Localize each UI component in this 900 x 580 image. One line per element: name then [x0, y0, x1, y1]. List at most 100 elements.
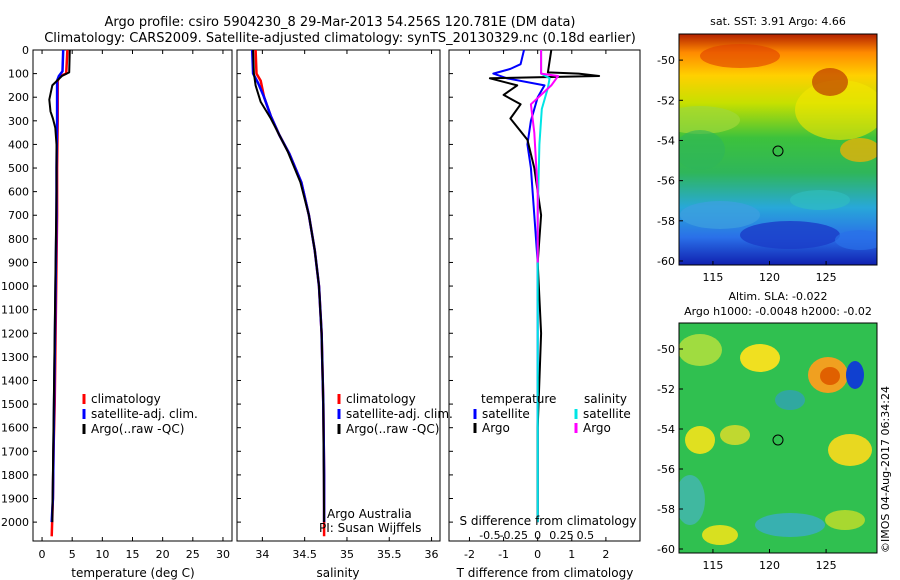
- series-argo-temperature: [488, 49, 601, 523]
- depth-tick-label: 1600: [1, 422, 29, 435]
- x-tick-label: 36: [425, 548, 439, 561]
- series-climatology: [254, 49, 326, 537]
- depth-tick-label: 600: [8, 186, 29, 199]
- x-tick-label: 0: [39, 548, 46, 561]
- sla-map-ticks: 115 120 125 -50 -52 -54 -56 -58 -60: [657, 343, 837, 572]
- sla-map-image: [679, 323, 877, 553]
- legend-label: climatology: [91, 392, 161, 406]
- x-tick-label: 20: [156, 548, 170, 561]
- depth-tick-label: 0: [22, 44, 29, 57]
- depth-tick-label: 1500: [1, 398, 29, 411]
- lat-tick-label: -50: [657, 54, 675, 67]
- difference-plot-frame: [448, 49, 641, 542]
- temperature-plot-frame: [32, 49, 233, 542]
- x-tick-label: 0: [534, 548, 541, 561]
- salinity-difference-tick-label: -0.25: [500, 529, 528, 542]
- salinity-difference-tick-label: -0.5: [479, 529, 500, 542]
- lat-tick-label: -54: [657, 423, 675, 436]
- lat-tick-label: -56: [657, 463, 675, 476]
- sst-map-ticks: 115 120 125 -50 -52 -54 -56 -58 -60: [657, 54, 837, 284]
- lon-tick-label: 115: [702, 271, 723, 284]
- difference-legend: temperature salinitysatelliteArgosatellit…: [473, 392, 631, 435]
- depth-tick-label: 1900: [1, 493, 29, 506]
- x-tick-label: -2: [464, 548, 475, 561]
- salinity-difference-tick-label: 0.5: [577, 529, 595, 542]
- depth-tick-label: 1700: [1, 445, 29, 458]
- salinity-annotation-line1: Argo Australia: [327, 507, 412, 521]
- depth-tick-label: 1400: [1, 374, 29, 387]
- series-satellite-salinity: [536, 50, 551, 523]
- lat-tick-label: -58: [657, 503, 675, 516]
- legend-label: Argo: [482, 421, 510, 435]
- sla-map-title-line2: Argo h1000: -0.0048 h2000: -0.02: [684, 305, 872, 318]
- depth-tick-label: 800: [8, 233, 29, 246]
- lat-tick-label: -56: [657, 175, 675, 188]
- series-satellite-adj-clim: [250, 49, 326, 523]
- figure-title-line1: Argo profile: csiro 5904230_8 29-Mar-201…: [105, 15, 576, 30]
- sla-map-panel: Altim. SLA: -0.022 Argo h1000: -0.0048 h…: [657, 290, 878, 572]
- salinity-series: [250, 49, 326, 537]
- lat-tick-label: -52: [657, 94, 675, 107]
- lat-tick-label: -54: [657, 134, 675, 147]
- sst-map-frame: [678, 33, 878, 266]
- salinity-plot-frame: [236, 49, 441, 542]
- lat-tick-label: -50: [657, 343, 675, 356]
- legend-label: satellite-adj. clim.: [346, 407, 453, 421]
- depth-tick-label: 1300: [1, 351, 29, 364]
- sst-map-title: sat. SST: 3.91 Argo: 4.66: [710, 15, 846, 28]
- difference-x-ticks: -2 -1 0 1 2: [464, 50, 609, 561]
- depth-tick-label: 2000: [1, 516, 29, 529]
- depth-tick-label: 100: [8, 68, 29, 81]
- depth-tick-label: 300: [8, 115, 29, 128]
- series-argo-raw-qc: [48, 49, 71, 523]
- lon-tick-label: 125: [816, 559, 837, 572]
- temperature-axis-label: temperature (deg C): [71, 566, 194, 580]
- sst-map-image: [679, 34, 877, 265]
- depth-tick-label: 500: [8, 162, 29, 175]
- legend-label: satellite: [583, 407, 631, 421]
- salinity-difference-ticks: -0.5-0.25 0 0.25 0.5: [479, 529, 594, 542]
- temperature-panel: 0100200300400500600700800900100011001200…: [1, 44, 453, 580]
- lat-tick-label: -60: [657, 543, 675, 556]
- sla-map-float-marker: [772, 434, 784, 446]
- temperature-difference-label: T difference from climatology: [456, 566, 634, 580]
- series-argo-salinity: [529, 50, 560, 263]
- x-tick-label: 35.5: [377, 548, 402, 561]
- salinity-annotation-line2: PI: Susan Wijffels: [319, 521, 421, 535]
- sst-map-panel: sat. SST: 3.91 Argo: 4.66 115 120 125 -50 -5…: [657, 15, 878, 284]
- lat-tick-label: -52: [657, 383, 675, 396]
- figure-title-line2: Climatology: CARS2009. Satellite-adjuste…: [44, 31, 636, 46]
- depth-tick-label: 1000: [1, 280, 29, 293]
- legend-header-temperature: temperature: [481, 392, 556, 406]
- depth-tick-label: 700: [8, 209, 29, 222]
- x-tick-label: 34.5: [292, 548, 317, 561]
- x-tick-label: 34: [255, 548, 269, 561]
- legend-label: satellite-adj. clim.: [91, 407, 198, 421]
- lon-tick-label: 125: [816, 271, 837, 284]
- salinity-panel: 34 34.5 35 35.5 36 climatologysatellite-adj.…: [236, 49, 453, 580]
- difference-panel: -2 -1 0 1 2 -0.5-0.25 0 0.25 0.5 temperature sal…: [448, 49, 641, 580]
- x-tick-label: 1: [568, 548, 575, 561]
- series-argo-raw-qc: [252, 49, 326, 523]
- salinity-axis-label: salinity: [316, 566, 359, 580]
- legend-label: Argo: [583, 421, 611, 435]
- x-tick-label: 25: [186, 548, 200, 561]
- x-tick-label: 2: [602, 548, 609, 561]
- legend-header-salinity: salinity: [584, 392, 627, 406]
- salinity-x-ticks: 34 34.5 35 35.5 36: [255, 50, 439, 561]
- x-tick-label: 5: [69, 548, 76, 561]
- x-tick-label: 10: [95, 548, 109, 561]
- salinity-difference-tick-label: 0: [534, 529, 541, 542]
- lon-tick-label: 115: [702, 559, 723, 572]
- depth-tick-label: 200: [8, 91, 29, 104]
- lon-tick-label: 120: [759, 271, 780, 284]
- depth-tick-label: 1100: [1, 304, 29, 317]
- lat-tick-label: -60: [657, 255, 675, 268]
- lon-tick-label: 120: [759, 559, 780, 572]
- depth-tick-label: 400: [8, 138, 29, 151]
- temperature-x-ticks: 0 5 10 15 20 25 30: [39, 50, 230, 561]
- legend-label: Argo(..raw -QC): [91, 422, 184, 436]
- legend-label: climatology: [346, 392, 416, 406]
